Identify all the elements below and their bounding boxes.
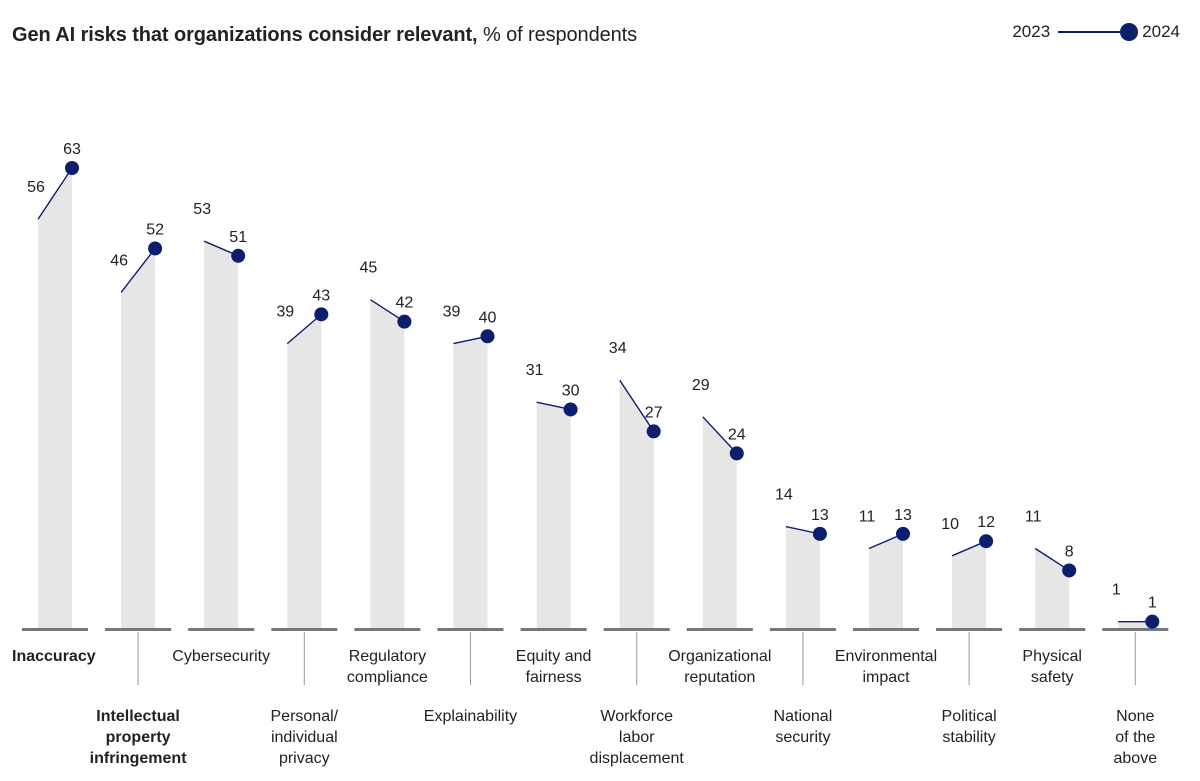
value-label-2024: 30 — [562, 382, 580, 399]
dot-2024 — [148, 241, 163, 256]
baseline-segment — [936, 628, 1003, 631]
baseline-segment — [1019, 628, 1086, 631]
value-label-2024: 8 — [1065, 543, 1074, 560]
value-label-2024: 27 — [645, 404, 663, 421]
baseline-segment — [271, 628, 338, 631]
value-label-2023: 56 — [27, 179, 45, 196]
bar — [1035, 548, 1070, 629]
category-label: Equity and fairness — [516, 648, 592, 686]
baseline-segment — [188, 628, 255, 631]
baseline-segment — [769, 628, 836, 631]
value-label-2023: 11 — [1025, 509, 1042, 526]
bar — [1118, 621, 1153, 629]
change-line — [37, 167, 73, 220]
dot-2024 — [231, 248, 246, 263]
bar — [785, 526, 820, 629]
value-label-2023: 11 — [859, 509, 876, 526]
legend-2024-label: 2024 — [1142, 22, 1180, 41]
bar — [38, 168, 72, 629]
bar — [121, 248, 156, 629]
chart-title-main: Gen AI risks that organizations consider… — [12, 24, 478, 46]
value-label-2023: 39 — [276, 304, 294, 321]
value-label-2024: 63 — [63, 141, 81, 158]
value-label-2024: 52 — [146, 221, 164, 238]
category-label: Organizational reputation — [668, 648, 771, 686]
bar — [619, 380, 654, 629]
dot-2024 — [1062, 563, 1077, 578]
bar — [952, 541, 987, 629]
value-label-2023: 31 — [526, 362, 544, 379]
value-label-2024: 40 — [479, 309, 497, 326]
value-label-2024: 24 — [728, 426, 746, 443]
value-label-2023: 10 — [941, 516, 959, 533]
baseline-segment — [686, 628, 753, 631]
value-label-2024: 13 — [894, 507, 912, 524]
dot-2024 — [314, 307, 329, 322]
value-label-2023: 46 — [110, 252, 128, 269]
value-label-2023: 34 — [609, 340, 627, 357]
baseline-segment — [354, 628, 421, 631]
bar — [536, 402, 571, 629]
value-label-2024: 1 — [1148, 595, 1157, 612]
category-label: Workforce labor displacement — [590, 708, 685, 767]
dot-2024 — [480, 329, 495, 344]
baseline-segment — [437, 628, 504, 631]
baseline-segment — [1102, 628, 1169, 631]
bar — [370, 299, 405, 629]
dot-2024 — [397, 314, 412, 329]
value-label-2023: 14 — [775, 487, 793, 504]
value-label-2024: 43 — [312, 287, 330, 304]
dot-2024 — [563, 402, 578, 417]
category-label: Inaccuracy — [12, 648, 96, 665]
dot-2024 — [896, 526, 910, 541]
change-line — [702, 416, 738, 454]
bar — [453, 336, 488, 629]
value-label-2023: 1 — [1112, 582, 1121, 599]
chart-title: Gen AI risks that organizations consider… — [12, 24, 637, 47]
value-label-2024: 13 — [811, 507, 829, 524]
dot-2024 — [646, 424, 661, 439]
category-label: Cybersecurity — [172, 648, 270, 665]
value-label-2023: 45 — [360, 260, 378, 277]
dot-2024 — [979, 534, 994, 549]
category-label: Explainability — [424, 708, 517, 725]
dot-2024 — [65, 161, 79, 175]
legend-connector-line — [1058, 31, 1121, 33]
category-label: Physical safety — [1022, 648, 1082, 686]
change-line — [619, 379, 655, 432]
value-label-2023: 39 — [443, 304, 461, 321]
baseline-segment — [105, 628, 172, 631]
change-line — [120, 248, 156, 293]
bar — [702, 416, 737, 629]
baseline-segment — [520, 628, 587, 631]
category-label: Political stability — [942, 708, 997, 746]
category-label: Regulatory compliance — [347, 648, 428, 686]
value-label-2024: 51 — [229, 229, 247, 246]
dot-2024 — [812, 526, 827, 541]
dot-2024 — [729, 446, 744, 461]
category-label: Environmental impact — [835, 648, 937, 686]
value-label-2023: 53 — [193, 201, 211, 218]
baseline-segment — [853, 628, 919, 631]
value-label-2024: 12 — [977, 514, 995, 531]
change-line — [286, 313, 322, 345]
bar — [869, 533, 903, 629]
value-label-2024: 42 — [396, 295, 414, 312]
dot-2024 — [1145, 614, 1160, 629]
category-label: National security — [774, 708, 833, 746]
chart-title-unit: % of respondents — [477, 24, 638, 46]
category-label: Personal/individual privacy — [271, 708, 339, 767]
legend-2024-dot — [1120, 23, 1139, 41]
baseline-segment — [603, 628, 670, 631]
category-label: None of the above — [1114, 708, 1158, 767]
baseline-segment — [22, 628, 88, 631]
legend: 2023 2024 — [1012, 21, 1180, 43]
category-label: Intellectual property infringement — [90, 708, 188, 767]
bar — [204, 241, 239, 629]
legend-2023-label: 2023 — [1012, 22, 1051, 41]
value-label-2023: 29 — [692, 377, 710, 394]
bar — [287, 314, 322, 629]
